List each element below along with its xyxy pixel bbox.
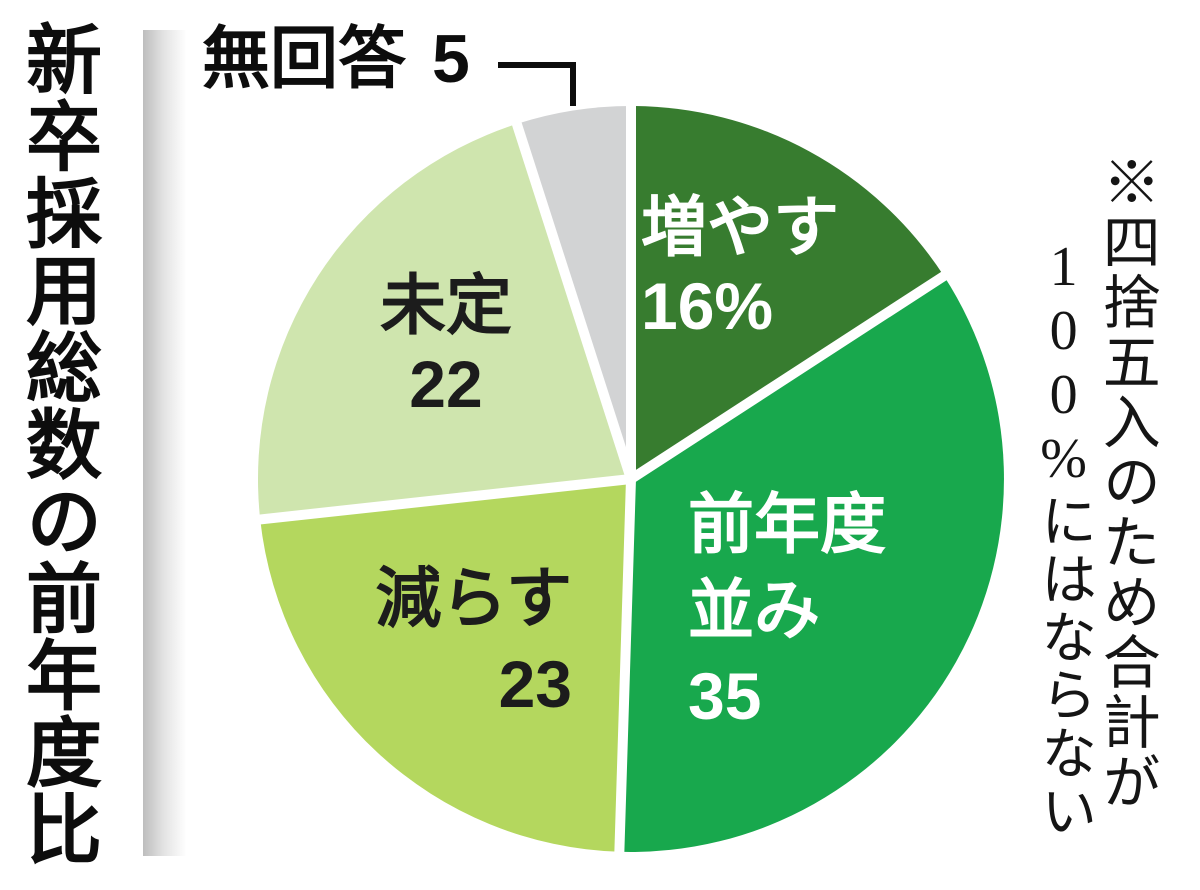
footnote-column-left: 100%にはならない [1032, 236, 1095, 840]
slice-label-same-name-line2: 並み [688, 572, 820, 647]
pie-slice-separator [614, 478, 636, 854]
slice-label-undecided-name: 未定 [380, 268, 512, 342]
slice-label-same-value: 35 [688, 658, 762, 733]
slice-label-undecided: 未定 22 [346, 266, 546, 424]
callout-label: 無回答 [202, 21, 407, 97]
pie-slice-3 [257, 123, 631, 520]
pie-slice-separator [628, 270, 949, 484]
page-title: 新卒採用総数の前年度比 [14, 20, 99, 867]
slice-label-undecided-value: 22 [409, 347, 483, 422]
callout-bracket-line [498, 62, 576, 106]
slice-label-same-as-last-year: 前年度 並み 35 [688, 482, 886, 739]
slice-label-increase-value: 16% [641, 269, 774, 344]
footnote-column-right: ※四捨五入のため合計が [1093, 152, 1159, 812]
slice-label-decrease: 減らす 23 [375, 556, 572, 728]
pie-slice-2 [260, 479, 631, 852]
pie-slice-separator [257, 474, 632, 525]
callout-no-answer: 無回答 5 [202, 22, 470, 97]
slice-label-increase-name: 増やす [641, 190, 839, 264]
pie-slice-1 [619, 276, 1004, 852]
slice-label-increase: 増やす 16% [641, 188, 839, 346]
slice-label-decrease-name: 減らす [375, 561, 572, 635]
slice-label-same-name-line1: 前年度 [688, 487, 886, 561]
callout-value: 5 [432, 21, 470, 97]
pie-slice-separator [511, 120, 636, 481]
title-divider-bar [143, 30, 189, 856]
pie-slice-0 [631, 106, 944, 479]
slice-label-decrease-value: 23 [498, 646, 572, 721]
